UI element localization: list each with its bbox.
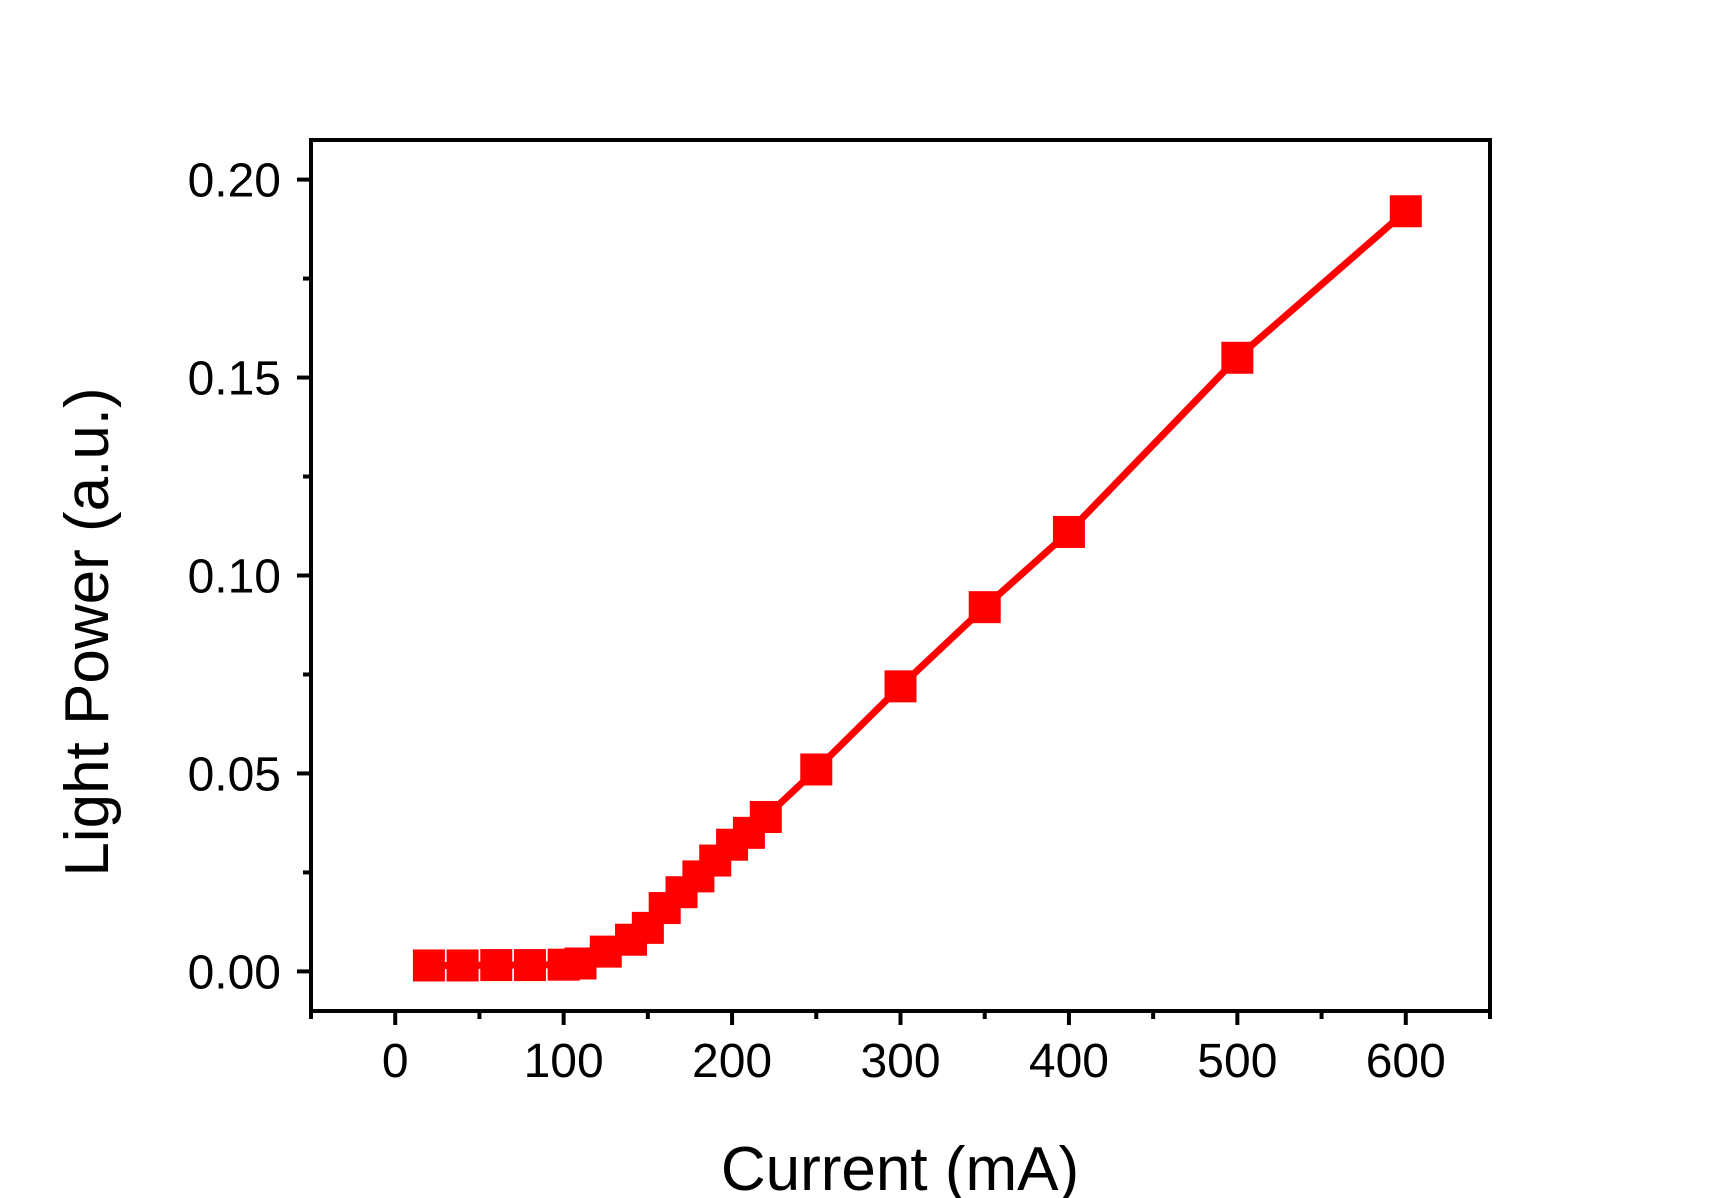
x-tick-label: 200 (692, 1035, 772, 1088)
plot-frame (309, 138, 1492, 1013)
series-layer (412, 195, 1422, 982)
x-tick-label: 500 (1197, 1035, 1277, 1088)
data-point (1389, 195, 1422, 228)
x-tick-label: 600 (1366, 1035, 1446, 1088)
data-point (749, 801, 782, 834)
y-tick-label: 0.00 (188, 946, 281, 999)
data-point (884, 670, 917, 703)
y-axis-ticks: 0.00 0.05 0.10 0.15 0.20 (188, 155, 311, 999)
data-point (1052, 515, 1085, 548)
series-line (428, 208, 1409, 969)
y-tick-label: 0.15 (188, 353, 281, 406)
data-point (1221, 341, 1254, 374)
data-point (480, 949, 513, 982)
x-tick-label: 300 (860, 1035, 940, 1088)
y-tick-label: 0.10 (188, 551, 281, 604)
data-point (800, 753, 833, 786)
y-axis-title: Light Power (a.u.) (53, 387, 122, 876)
y-tick-label: 0.05 (188, 748, 281, 801)
data-point (412, 949, 445, 982)
x-axis-ticks: 0 100 200 300 400 500 600 (309, 1011, 1492, 1088)
x-axis-title: Current (mA) (721, 1135, 1079, 1198)
y-tick-label: 0.20 (188, 155, 281, 208)
x-tick-label: 0 (382, 1035, 409, 1088)
x-tick-label: 400 (1029, 1035, 1109, 1088)
data-point (513, 949, 546, 982)
data-point (446, 949, 479, 982)
x-tick-label: 100 (524, 1035, 604, 1088)
data-point (968, 591, 1001, 624)
